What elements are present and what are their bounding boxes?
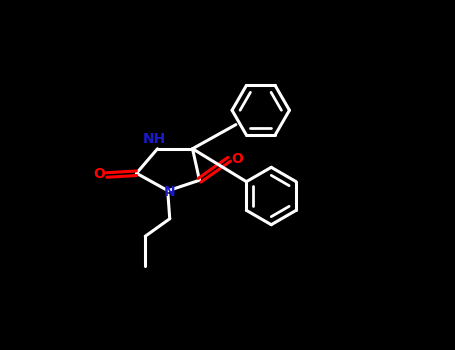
Text: N: N (164, 186, 176, 199)
Text: NH: NH (142, 132, 166, 146)
Text: O: O (93, 167, 105, 181)
Text: O: O (231, 152, 243, 166)
